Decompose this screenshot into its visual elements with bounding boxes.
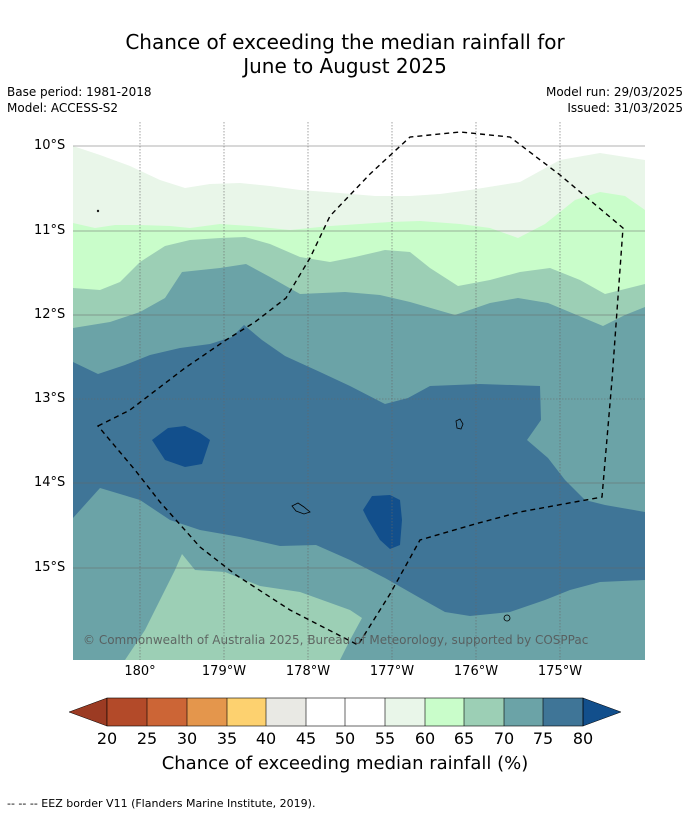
colorbar-75-80 [543,698,583,726]
colorbar-tick-30: 30 [176,729,198,748]
island-south [503,614,511,622]
colorbar-20-25 [107,698,147,726]
chart-title: Chance of exceeding the median rainfall … [0,30,690,78]
colorbar-50-55 [345,698,385,726]
lon-label-176w: 176°W [453,664,499,679]
colorbar-tick-55: 55 [374,729,396,748]
colorbar-tick-40: 40 [255,729,277,748]
island-futuna [291,502,311,515]
issued-date: Issued: 31/03/2025 [567,101,683,115]
colorbar-title: Chance of exceeding median rainfall (%) [161,753,529,774]
colorbar-60-65 [425,698,464,726]
colorbar-tick-25: 25 [136,729,158,748]
colorbar-70-75 [504,698,543,726]
eez-border [96,131,624,646]
lat-label-15s: 15°S [34,560,66,575]
lat-label-11s: 11°S [34,223,66,238]
fill-75-80 [73,325,645,616]
lat-label-13s: 13°S [34,391,66,406]
base-period: Base period: 1981-2018 [7,85,152,99]
rainfall-map [73,122,645,660]
map-fill-layers [73,122,645,660]
colorbar-65-70 [464,698,504,726]
colorbar-tick-80: 80 [572,729,594,748]
fill-above-80-west [152,426,210,467]
colorbar-30-35 [187,698,227,726]
eez-footnote: -- -- -- EEZ border V11 (Flanders Marine… [7,797,316,810]
colorbar-tick-50: 50 [334,729,356,748]
island-niuafo-ou [455,418,464,430]
colorbar-45-50 [306,698,345,726]
colorbar-55-60 [385,698,425,726]
lon-label-178w: 178°W [285,664,331,679]
colorbar-40-45 [266,698,306,726]
colorbar-25-30 [147,698,187,726]
lat-label-12s: 12°S [34,307,66,322]
fill-45-55 [73,122,645,196]
lon-label-180: 180° [124,664,156,679]
island-outlines [96,209,511,622]
grid-lines [73,122,645,660]
title-line-1: Chance of exceeding the median rainfall … [125,30,565,54]
colorbar-35-40 [227,698,266,726]
meta-left: Base period: 1981-2018 Model: ACCESS-S2 [7,84,152,116]
colorbar-tick-70: 70 [493,729,515,748]
lon-label-177w: 177°W [369,664,415,679]
lon-label-179w: 179°W [201,664,247,679]
fill-65-70-south [125,554,362,660]
meta-right: Model run: 29/03/2025 Issued: 31/03/2025 [546,84,683,116]
colorbar-dividers [106,697,584,727]
lon-label-175w: 175°W [537,664,583,679]
colorbar-above-80 [582,697,622,727]
fill-above-80-central [363,495,402,549]
colorbar-tick-65: 65 [453,729,475,748]
title-line-2: June to August 2025 [243,54,447,78]
colorbar-tick-75: 75 [532,729,554,748]
colorbar-tick-45: 45 [295,729,317,748]
colorbar [68,697,622,727]
colorbar-tick-35: 35 [216,729,238,748]
copyright-notice: © Commonwealth of Australia 2025, Bureau… [83,633,589,647]
colorbar-tick-20: 20 [96,729,118,748]
lat-label-14s: 14°S [34,475,66,490]
lat-label-10s: 10°S [34,138,66,153]
model-run: Model run: 29/03/2025 [545,85,683,99]
colorbar-tick-60: 60 [414,729,436,748]
colorbar-below-20 [68,697,108,727]
model-name: Model: ACCESS-S2 [7,101,119,115]
island-tiny [96,209,100,213]
